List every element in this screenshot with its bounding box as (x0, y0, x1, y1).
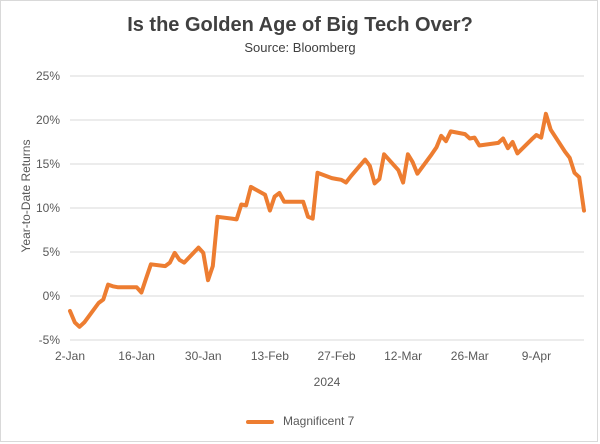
x-axis-title: 2024 (314, 375, 341, 389)
y-axis-title: Year-to-Date Returns (19, 140, 33, 253)
series-line-magnificent-7 (68, 111, 586, 329)
y-tick-label: 0% (43, 289, 61, 303)
x-tick-label: 26-Mar (451, 349, 489, 363)
legend: Magnificent 7 (0, 414, 600, 428)
y-tick-label: 5% (43, 245, 61, 259)
gridlines (70, 75, 584, 341)
y-tick-label: -5% (39, 333, 61, 347)
x-tick-label: 27-Feb (318, 349, 356, 363)
chart-subtitle: Source: Bloomberg (244, 40, 356, 55)
chart-title: Is the Golden Age of Big Tech Over? (127, 14, 473, 36)
y-axis-ticks: -5% 0% 5% 10% 15% 20% 25% (36, 69, 60, 347)
y-tick-label: 10% (36, 201, 60, 215)
y-tick-label: 20% (36, 113, 60, 127)
legend-label: Magnificent 7 (282, 414, 355, 428)
series-layer (68, 111, 586, 329)
x-tick-label: 13-Feb (251, 349, 289, 363)
x-tick-label: 9-Apr (522, 349, 551, 363)
x-tick-label: 2-Jan (55, 349, 85, 363)
legend-swatch (245, 419, 274, 424)
x-tick-label: 16-Jan (118, 349, 155, 363)
x-axis-ticks: 2-Jan 16-Jan 30-Jan 13-Feb 27-Feb 12-Mar 26-Ma… (55, 349, 551, 363)
x-tick-label: 12-Mar (384, 349, 422, 363)
x-tick-label: 30-Jan (185, 349, 222, 363)
y-tick-label: 25% (36, 69, 60, 83)
y-tick-label: 15% (36, 157, 60, 171)
